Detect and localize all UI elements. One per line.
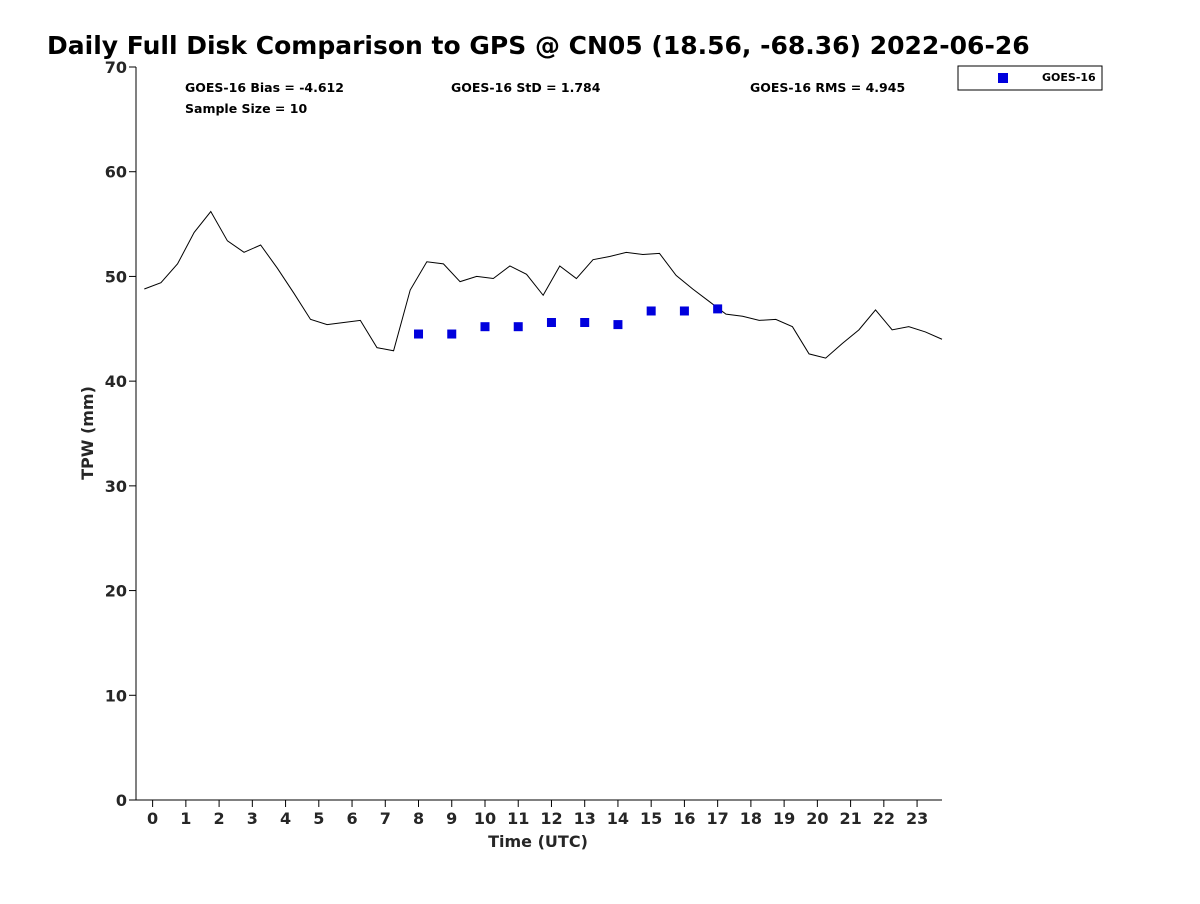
y-tick-label: 20 [105,582,127,601]
x-tick-label: 0 [147,809,158,828]
x-tick-label: 18 [740,809,762,828]
legend: GOES-16 [957,65,1103,91]
x-tick-label: 16 [673,809,695,828]
x-tick-label: 10 [474,809,496,828]
x-tick-label: 8 [413,809,424,828]
x-tick-label: 4 [280,809,291,828]
legend-label-goes16: GOES-16 [1042,71,1096,84]
legend-marker-goes16 [998,73,1008,83]
goes16-point [613,320,623,330]
goes16-point [447,329,457,339]
x-tick-label: 12 [540,809,562,828]
x-tick-label: 21 [839,809,861,828]
goes16-point [513,322,523,332]
stat-sample-size: Sample Size = 10 [185,101,307,116]
y-tick-label: 30 [105,477,127,496]
x-tick-label: 17 [707,809,729,828]
x-axis-label: Time (UTC) [488,832,588,851]
goes16-point [480,322,490,332]
x-tick-label: 1 [180,809,191,828]
chart-title: Daily Full Disk Comparison to GPS @ CN05… [47,31,1030,60]
goes16-point [646,306,656,316]
y-axis-ticks: 0 10 20 30 40 50 60 70 [105,58,136,810]
x-tick-label: 3 [247,809,258,828]
x-tick-label: 22 [873,809,895,828]
series-lines [144,210,943,359]
gps-tpw-line [144,210,943,359]
goes16-point [414,329,424,339]
x-tick-label: 14 [607,809,629,828]
y-tick-label: 60 [105,163,127,182]
stat-bias: GOES-16 Bias = -4.612 [185,80,344,95]
x-tick-label: 20 [806,809,828,828]
y-axis-label: TPW (mm) [78,386,97,480]
y-tick-label: 40 [105,372,127,391]
series-points [414,304,723,339]
x-tick-label: 5 [313,809,324,828]
x-tick-label: 2 [214,809,225,828]
x-tick-label: 9 [446,809,457,828]
goes16-point [713,304,723,314]
x-axis-ticks: 0 1 2 3 4 5 6 7 8 9 10 11 12 13 14 15 16 17 18 19 20 21 22 23 [147,800,928,828]
x-tick-label: 6 [346,809,357,828]
x-tick-label: 23 [906,809,928,828]
y-tick-label: 50 [105,267,127,286]
y-tick-label: 70 [105,58,127,77]
y-tick-label: 0 [116,791,127,810]
goes16-point [580,318,590,328]
x-tick-label: 19 [773,809,795,828]
x-tick-label: 15 [640,809,662,828]
stat-rms: GOES-16 RMS = 4.945 [750,80,905,95]
goes16-point [679,306,689,316]
goes16-point [546,318,556,328]
x-tick-label: 13 [574,809,596,828]
x-tick-label: 11 [507,809,529,828]
y-tick-label: 10 [105,686,127,705]
stat-std: GOES-16 StD = 1.784 [451,80,601,95]
x-tick-label: 7 [380,809,391,828]
legend-box [957,65,1103,91]
